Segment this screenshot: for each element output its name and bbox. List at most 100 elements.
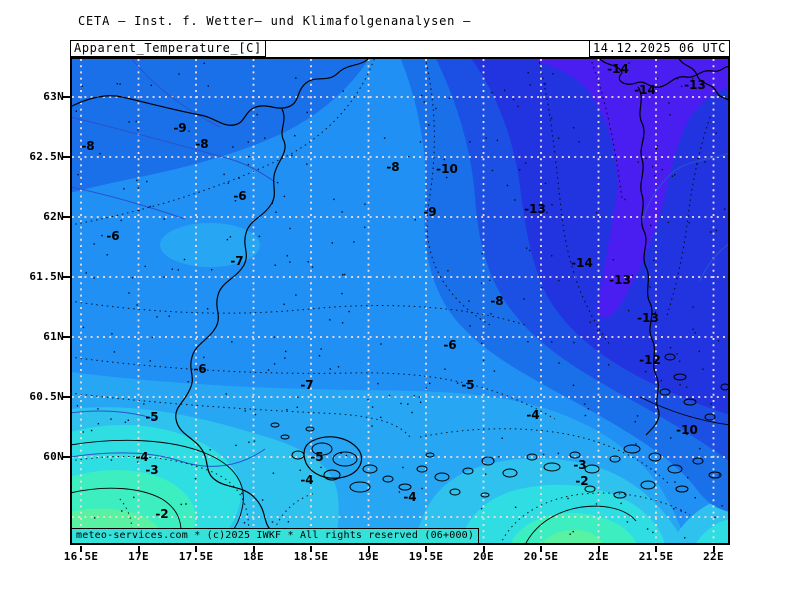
- speckle-dot: [468, 300, 470, 302]
- speckle-dot: [551, 204, 553, 206]
- speckle-dot: [418, 396, 420, 398]
- contour-value-label: -13: [684, 78, 706, 92]
- speckle-dot: [419, 401, 422, 403]
- speckle-dot: [371, 425, 373, 427]
- lat-axis-label: 60N: [43, 450, 64, 463]
- lon-axis-label: 21E: [588, 550, 609, 563]
- speckle-dot: [402, 466, 404, 469]
- speckle-dot: [674, 174, 676, 176]
- speckle-dot: [256, 113, 258, 116]
- speckle-dot: [589, 321, 591, 323]
- speckle-dot: [119, 83, 121, 85]
- speckle-dot: [229, 236, 232, 238]
- speckle-dot: [82, 431, 84, 433]
- island-outline: [416, 465, 428, 473]
- lon-axis-tick: [137, 546, 140, 552]
- product-label: Apparent_Temperature_[C]: [70, 40, 266, 57]
- speckle-dot: [626, 521, 629, 523]
- speckle-dot: [400, 402, 402, 405]
- speckle-dot: [624, 198, 626, 201]
- island-outline: [640, 480, 656, 490]
- lon-axis-tick: [425, 546, 427, 552]
- speckle-dot: [649, 286, 651, 288]
- speckle-dot: [710, 403, 712, 405]
- lon-axis-tick: [367, 546, 370, 552]
- speckle-dot: [116, 83, 118, 85]
- contour-value-label: -2: [575, 474, 589, 488]
- speckle-dot: [558, 279, 560, 282]
- speckle-dot: [550, 117, 553, 119]
- lat-axis-label: 62N: [43, 210, 64, 223]
- speckle-dot: [715, 132, 717, 134]
- contour-value-label: -14: [571, 256, 593, 270]
- speckle-dot: [110, 418, 112, 420]
- speckle-dot: [348, 310, 350, 313]
- speckle-dot: [650, 224, 652, 227]
- speckle-dot: [421, 94, 423, 97]
- speckle-dot: [496, 139, 499, 142]
- river-line: [699, 242, 730, 282]
- speckle-dot: [206, 308, 209, 310]
- island-outline: [305, 426, 315, 432]
- speckle-dot: [493, 370, 496, 372]
- lat-axis-tick: [63, 96, 70, 98]
- speckle-dot: [93, 243, 95, 245]
- speckle-dot: [188, 130, 190, 132]
- speckle-dot: [149, 360, 151, 362]
- speckle-dot: [168, 315, 170, 317]
- speckle-dot: [137, 461, 139, 463]
- speckle-dot: [340, 452, 342, 454]
- speckle-dot: [203, 356, 205, 359]
- speckle-dot: [295, 77, 297, 79]
- river-line: [70, 186, 186, 220]
- lon-axis-label: 19.5E: [408, 550, 444, 563]
- speckle-dot: [178, 73, 180, 75]
- speckle-dot: [82, 326, 85, 329]
- speckle-dot: [267, 369, 270, 371]
- speckle-dot: [75, 110, 77, 112]
- lat-axis-tick: [63, 456, 70, 458]
- band-cyan-corner: [695, 519, 730, 545]
- speckle-dot: [128, 121, 130, 123]
- island-outline: [543, 462, 561, 472]
- speckle-dot: [704, 161, 706, 163]
- lon-axis-label: 16.5E: [63, 550, 99, 563]
- contour-value-label: -5: [310, 450, 324, 464]
- speckle-dot: [398, 491, 401, 493]
- contour-value-label: -13: [637, 311, 659, 325]
- contour-value-label: -4: [526, 408, 540, 422]
- solid-isotherms: [70, 396, 730, 545]
- speckle-dot: [307, 261, 309, 263]
- contour-value-label: -5: [461, 378, 475, 392]
- speckle-dot: [121, 510, 123, 512]
- speckle-dot: [185, 503, 187, 505]
- rivers: [70, 57, 730, 467]
- speckle-dot: [685, 386, 688, 388]
- speckle-dot: [329, 368, 331, 370]
- speckle-dot: [679, 383, 681, 386]
- speckle-dot: [514, 506, 517, 508]
- speckle-dot: [163, 218, 165, 220]
- speckle-dot: [544, 83, 546, 85]
- speckle-dot: [680, 85, 683, 88]
- speckle-dot: [595, 212, 598, 214]
- speckle-dot: [525, 247, 528, 249]
- island-outline: [480, 492, 490, 498]
- speckle-dot: [687, 476, 689, 479]
- speckle-dot: [248, 155, 250, 158]
- lon-axis-label: 17.5E: [178, 550, 214, 563]
- speckle-dot: [272, 472, 275, 474]
- speckle-dot: [94, 517, 96, 519]
- island-outline: [648, 452, 662, 462]
- speckle-dot: [287, 521, 290, 523]
- contour-value-label: -3: [145, 463, 159, 477]
- river-line: [641, 152, 730, 224]
- lon-axis-tick: [80, 546, 82, 552]
- speckle-dot: [498, 456, 500, 458]
- speckle-dot: [383, 137, 386, 139]
- speckle-dot: [247, 163, 250, 166]
- speckle-dot: [696, 163, 698, 165]
- speckle-dot: [692, 328, 694, 330]
- island-outline: [584, 464, 600, 474]
- speckle-dot: [342, 274, 344, 276]
